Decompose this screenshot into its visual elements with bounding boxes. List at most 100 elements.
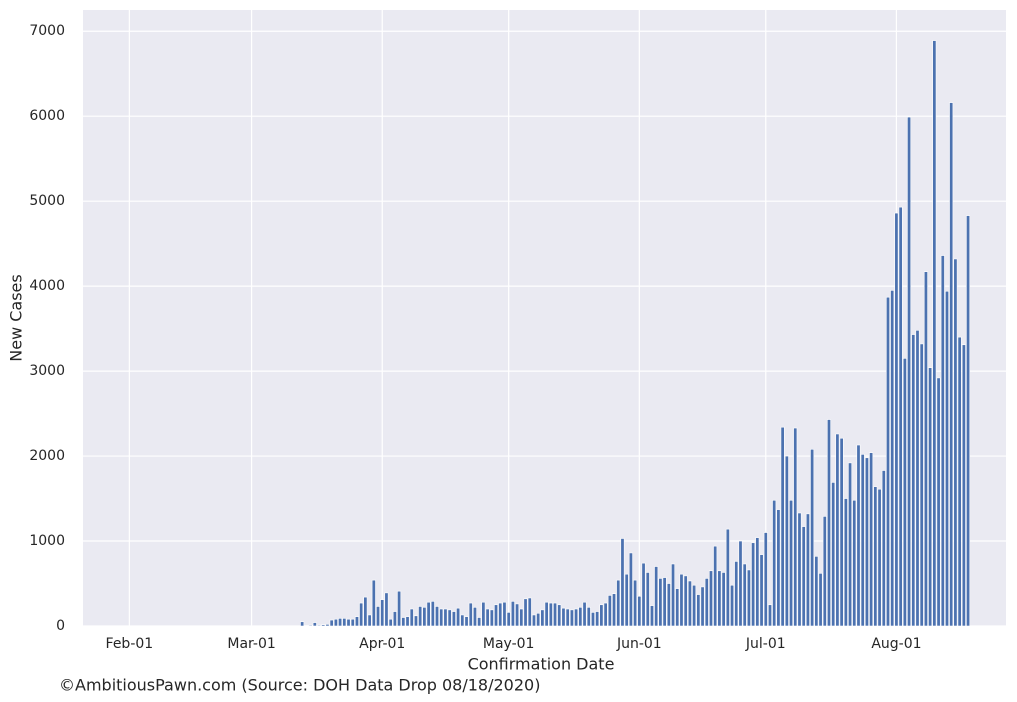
bar <box>624 573 629 627</box>
bar <box>675 588 680 627</box>
bar <box>886 296 890 627</box>
bar <box>422 607 427 627</box>
bar <box>864 457 869 627</box>
bar <box>342 618 347 627</box>
bar <box>751 542 756 627</box>
bar <box>367 614 372 627</box>
y-tick-label: 4000 <box>29 278 65 294</box>
bar <box>637 595 642 627</box>
bar <box>936 377 941 627</box>
bar <box>961 344 966 627</box>
bar <box>755 537 760 627</box>
bar <box>767 604 772 627</box>
bar <box>439 608 444 627</box>
bar <box>388 618 393 627</box>
x-axis-title: Confirmation Date <box>468 655 615 674</box>
bar <box>515 603 520 627</box>
y-tick-label: 0 <box>56 618 65 634</box>
bar <box>704 578 709 627</box>
bar <box>666 583 671 627</box>
bar <box>376 606 381 627</box>
y-axis-title: New Cases <box>7 274 26 361</box>
bar <box>898 206 903 627</box>
bar <box>536 612 541 627</box>
bar <box>742 563 747 627</box>
bar <box>966 215 971 627</box>
x-tick-label: May-01 <box>483 636 535 652</box>
bar <box>405 616 410 627</box>
bar <box>746 569 751 627</box>
bar <box>860 454 865 627</box>
bar <box>831 482 836 627</box>
bar <box>911 334 916 627</box>
bar <box>848 462 853 627</box>
y-tick-label: 1000 <box>29 533 65 549</box>
plot-area <box>83 10 1006 626</box>
bar <box>392 611 397 627</box>
bar <box>485 608 490 627</box>
bar <box>628 552 633 627</box>
bar <box>574 608 579 627</box>
bar <box>654 566 659 627</box>
bar <box>464 616 469 627</box>
bar <box>839 437 844 627</box>
bar <box>312 622 317 627</box>
bar <box>502 601 507 627</box>
bar <box>447 609 452 627</box>
bar <box>877 488 882 627</box>
bar <box>599 604 604 627</box>
x-tick-label: Aug-01 <box>871 636 921 652</box>
bar <box>772 499 777 627</box>
bar <box>713 545 718 627</box>
bar <box>873 486 878 627</box>
y-tick-label: 7000 <box>29 23 65 39</box>
bar <box>397 590 402 627</box>
bar <box>477 617 482 627</box>
bar <box>793 427 798 627</box>
bar <box>586 607 591 627</box>
bar <box>907 116 912 627</box>
bar <box>945 290 949 627</box>
bar <box>725 528 730 627</box>
y-tick-label: 5000 <box>29 193 65 209</box>
bar <box>810 448 815 627</box>
bar <box>401 617 406 627</box>
bar <box>354 616 359 627</box>
bar <box>814 556 819 627</box>
bar <box>548 602 553 627</box>
bar <box>553 602 558 627</box>
bar <box>784 455 789 627</box>
bar <box>856 444 861 627</box>
bar <box>949 102 954 627</box>
bar <box>380 599 385 627</box>
bar <box>338 618 343 627</box>
y-tick-label: 2000 <box>29 448 65 464</box>
bar <box>700 586 705 627</box>
bar <box>544 601 549 627</box>
bar <box>557 604 562 627</box>
bar <box>308 624 313 627</box>
bar <box>317 624 322 627</box>
x-tick-label: Mar-01 <box>227 636 275 652</box>
bar <box>616 579 621 627</box>
bar <box>350 618 355 627</box>
bar <box>603 602 608 627</box>
bar <box>738 540 743 627</box>
y-tick-label: 6000 <box>29 108 65 124</box>
bar <box>662 577 667 627</box>
bar <box>523 598 528 627</box>
bar <box>843 498 848 627</box>
bar <box>932 40 937 627</box>
bar <box>658 578 663 627</box>
bar <box>633 579 638 627</box>
x-tick-label: Feb-01 <box>106 636 154 652</box>
bar <box>607 595 612 627</box>
bar <box>721 572 726 627</box>
bar <box>460 614 465 627</box>
bar <box>902 358 907 627</box>
bar <box>527 597 532 627</box>
bar <box>928 367 933 627</box>
bar <box>426 601 431 627</box>
bar <box>734 561 739 627</box>
bar <box>780 426 785 627</box>
